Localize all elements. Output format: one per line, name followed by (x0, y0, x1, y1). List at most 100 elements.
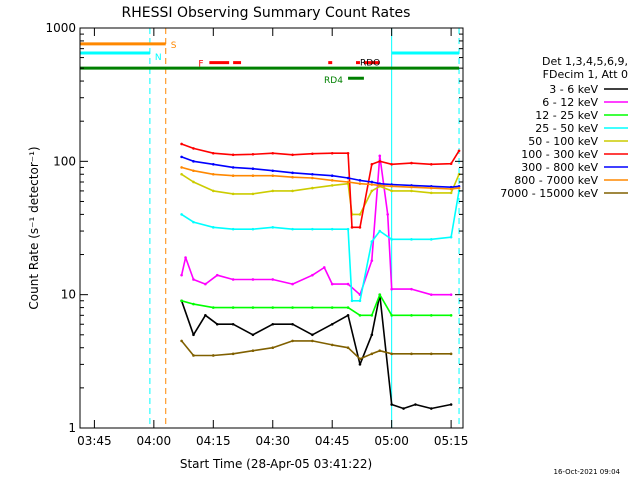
series-point-2-4 (251, 306, 255, 309)
series-point-8-8 (330, 343, 334, 347)
flag-label-1: N (155, 53, 162, 63)
x-tick-label-0: 03:45 (77, 434, 112, 448)
series-point-0-15 (402, 407, 405, 410)
series-point-0-7 (291, 322, 294, 326)
series-point-2-0 (180, 299, 183, 303)
series-point-6-5 (271, 169, 275, 173)
series-point-5-18 (457, 149, 461, 153)
series-point-2-7 (311, 306, 314, 309)
timestamp: 16-Oct-2021 09:04 (554, 468, 621, 476)
series-point-2-2 (212, 306, 215, 309)
series-point-4-4 (251, 192, 255, 196)
series-point-7-0 (180, 166, 183, 169)
y-tick-label-3: 1000 (45, 21, 76, 35)
series-point-3-15 (410, 238, 413, 241)
series-point-1-16 (386, 213, 389, 216)
series-point-5-7 (311, 152, 314, 156)
series-point-6-9 (346, 176, 350, 180)
series-point-4-1 (192, 180, 195, 184)
y-tick-label-1: 10 (61, 288, 76, 302)
series-point-8-10 (358, 357, 362, 361)
axis-layer: 03:45 04:00 04:15 04:30 04:45 05:00 05:15 1 10 10… (45, 21, 468, 448)
series-point-2-10 (358, 314, 362, 317)
series-point-1-5 (231, 278, 235, 281)
series-point-2-12 (378, 293, 382, 296)
series-point-8-13 (390, 352, 393, 356)
series-point-0-14 (390, 403, 393, 406)
series-point-4-17 (449, 191, 453, 195)
series-point-6-17 (457, 184, 461, 188)
series-point-8-16 (449, 352, 453, 356)
series-point-8-11 (370, 352, 374, 356)
series-point-2-9 (346, 306, 350, 309)
series-point-6-6 (291, 171, 294, 175)
y-tick-label-0: 1 (68, 421, 76, 435)
plot-layer: SN F RD4 RDO (79, 28, 461, 428)
legend-header-0: Det 1,3,4,5,6,9, (542, 55, 628, 68)
series-point-3-10 (350, 299, 354, 303)
legend-label-5: 100 - 300 keV (521, 148, 598, 161)
series-point-6-3 (231, 166, 235, 169)
series-point-6-4 (251, 167, 255, 171)
flag-label-0: S (171, 41, 177, 51)
series-point-5-2 (212, 151, 215, 155)
x-tick-label-3: 04:30 (255, 434, 290, 448)
x-tick-label-4: 04:45 (315, 434, 350, 448)
series-point-8-7 (311, 339, 314, 343)
series-point-1-1 (184, 256, 187, 259)
series-point-1-17 (390, 287, 393, 291)
series-point-7-11 (370, 183, 374, 186)
series-point-2-1 (192, 302, 195, 306)
series-point-0-5 (251, 333, 255, 337)
series-point-6-7 (311, 172, 314, 176)
series-point-7-15 (429, 186, 433, 190)
series-point-7-2 (212, 172, 215, 176)
x-axis-label: Start Time (28-Apr-05 03:41:22) (180, 457, 372, 471)
series-point-4-11 (358, 213, 362, 216)
series-point-3-6 (291, 227, 294, 231)
series-point-2-14 (410, 314, 413, 317)
series-point-4-6 (291, 189, 294, 193)
series-point-6-0 (180, 155, 183, 159)
series-point-2-3 (231, 306, 235, 309)
series-point-6-2 (212, 163, 215, 166)
series-point-5-15 (410, 161, 413, 165)
series-point-7-17 (457, 186, 461, 190)
series-point-7-12 (378, 184, 382, 187)
series-point-3-0 (180, 213, 183, 216)
x-tick-label-1: 04:00 (137, 434, 172, 448)
plot-frame (79, 27, 464, 429)
series-point-4-14 (390, 189, 393, 193)
series-point-3-4 (251, 227, 255, 231)
x-tick-label-5: 05:00 (374, 434, 409, 448)
series-point-1-7 (271, 278, 275, 281)
series-point-5-17 (449, 162, 453, 165)
legend-label-0: 3 - 6 keV (549, 83, 598, 96)
series-point-5-9 (346, 151, 350, 155)
series-point-7-10 (358, 182, 362, 185)
x-tick-label-6: 05:15 (434, 434, 469, 448)
series-point-0-11 (358, 363, 362, 366)
series-point-8-12 (378, 349, 382, 352)
series-point-6-8 (330, 174, 334, 178)
series-line-6 (181, 156, 460, 188)
legend-label-2: 12 - 25 keV (535, 109, 598, 122)
series-point-5-12 (370, 163, 374, 166)
series-point-7-13 (390, 184, 393, 188)
series-point-1-14 (370, 259, 374, 262)
series-point-3-5 (271, 226, 275, 229)
series-point-4-0 (180, 172, 183, 176)
series-point-3-17 (449, 235, 453, 239)
flag-label-4: RD4 (324, 76, 343, 86)
series-point-2-5 (271, 306, 275, 309)
series-point-3-3 (231, 227, 235, 231)
series-point-1-9 (311, 273, 314, 277)
series-point-6-16 (449, 185, 453, 189)
series-point-5-10 (350, 226, 354, 229)
series-point-3-2 (212, 226, 215, 229)
series-point-1-2 (192, 278, 195, 281)
series-point-7-6 (291, 175, 294, 179)
series-point-6-11 (370, 180, 374, 184)
series-point-1-18 (410, 287, 413, 291)
